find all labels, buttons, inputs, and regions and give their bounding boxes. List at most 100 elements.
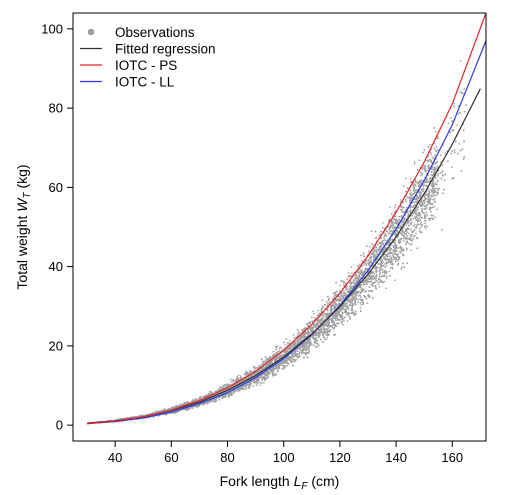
observation-point (382, 257, 385, 259)
observation-point (296, 333, 299, 336)
observation-point (459, 60, 462, 62)
observation-point (416, 200, 419, 202)
observation-point (388, 249, 390, 252)
observation-point (435, 146, 438, 148)
observation-point (325, 334, 327, 336)
observation-point (425, 211, 428, 214)
observation-point (392, 258, 395, 261)
observation-point (355, 292, 358, 295)
observation-point (349, 302, 352, 304)
observation-point (432, 198, 434, 201)
observation-point (309, 344, 312, 347)
observation-point (383, 258, 386, 261)
observation-point (191, 398, 194, 401)
observation-point (415, 201, 418, 203)
observation-point (312, 312, 315, 315)
observation-point (394, 256, 396, 259)
observation-point (381, 258, 383, 261)
observation-point (322, 306, 324, 309)
observation-point (422, 151, 424, 154)
observation-point (343, 320, 345, 322)
observation-point (415, 232, 417, 235)
observation-point (418, 216, 421, 219)
observation-point (394, 260, 397, 263)
observation-point (375, 253, 377, 256)
observation-point (358, 294, 361, 297)
observation-point (369, 290, 371, 292)
observation-point (365, 297, 368, 300)
observation-point (334, 317, 337, 320)
observation-point (293, 336, 296, 339)
observation-point (406, 231, 408, 234)
observation-point (399, 199, 402, 201)
observation-point (427, 165, 429, 168)
observation-point (252, 385, 254, 387)
observation-point (335, 312, 338, 314)
observation-point (390, 258, 393, 261)
observation-point (435, 183, 438, 186)
observation-point (328, 301, 331, 304)
observation-point (379, 271, 381, 274)
observation-point (440, 171, 443, 174)
observation-point (326, 336, 329, 339)
observation-point (354, 273, 357, 276)
observation-point (360, 269, 363, 271)
observation-point (377, 250, 380, 253)
observation-point (367, 293, 370, 296)
observation-point (436, 208, 438, 211)
observation-point (367, 259, 370, 261)
observation-point (237, 374, 240, 377)
observation-point (410, 235, 413, 238)
observation-point (259, 384, 261, 387)
observation-point (286, 342, 289, 344)
observation-point (288, 339, 291, 342)
observation-point (413, 162, 416, 165)
observation-point (358, 263, 361, 266)
observation-point (381, 222, 384, 224)
observation-point (389, 206, 391, 208)
observation-point (436, 174, 439, 177)
observation-point (363, 263, 365, 266)
observation-point (453, 102, 455, 105)
observation-point (433, 170, 435, 173)
observation-point (394, 206, 396, 209)
observation-point (404, 238, 407, 240)
observation-point (357, 294, 359, 297)
observation-point (398, 227, 400, 230)
observation-point (375, 280, 378, 282)
observation-point (263, 381, 265, 384)
observation-point (378, 234, 381, 237)
observation-point (351, 305, 354, 308)
observation-point (315, 338, 317, 340)
observation-point (461, 148, 464, 150)
observation-point (413, 160, 416, 163)
observation-point (391, 267, 394, 270)
observation-point (399, 245, 402, 248)
observation-point (347, 272, 350, 275)
observation-point (460, 170, 463, 172)
observation-point (436, 179, 439, 182)
observation-point (383, 235, 386, 238)
observation-point (419, 223, 422, 226)
observation-point (417, 208, 419, 211)
observation-point (284, 344, 287, 346)
observation-point (327, 327, 330, 330)
observation-point (381, 268, 384, 271)
observation-point (359, 302, 362, 304)
observation-point (455, 124, 458, 127)
observation-point (384, 232, 387, 235)
observation-point (434, 154, 436, 156)
observation-point (369, 255, 371, 257)
observation-point (409, 222, 412, 224)
observation-point (370, 284, 372, 286)
observation-point (412, 217, 415, 220)
observation-point (406, 234, 409, 237)
observation-point (419, 183, 421, 186)
observation-point (351, 272, 353, 275)
observation-point (414, 223, 416, 226)
observation-point (451, 166, 453, 168)
observation-point (278, 350, 281, 352)
observation-point (436, 187, 439, 190)
observation-point (457, 152, 460, 155)
